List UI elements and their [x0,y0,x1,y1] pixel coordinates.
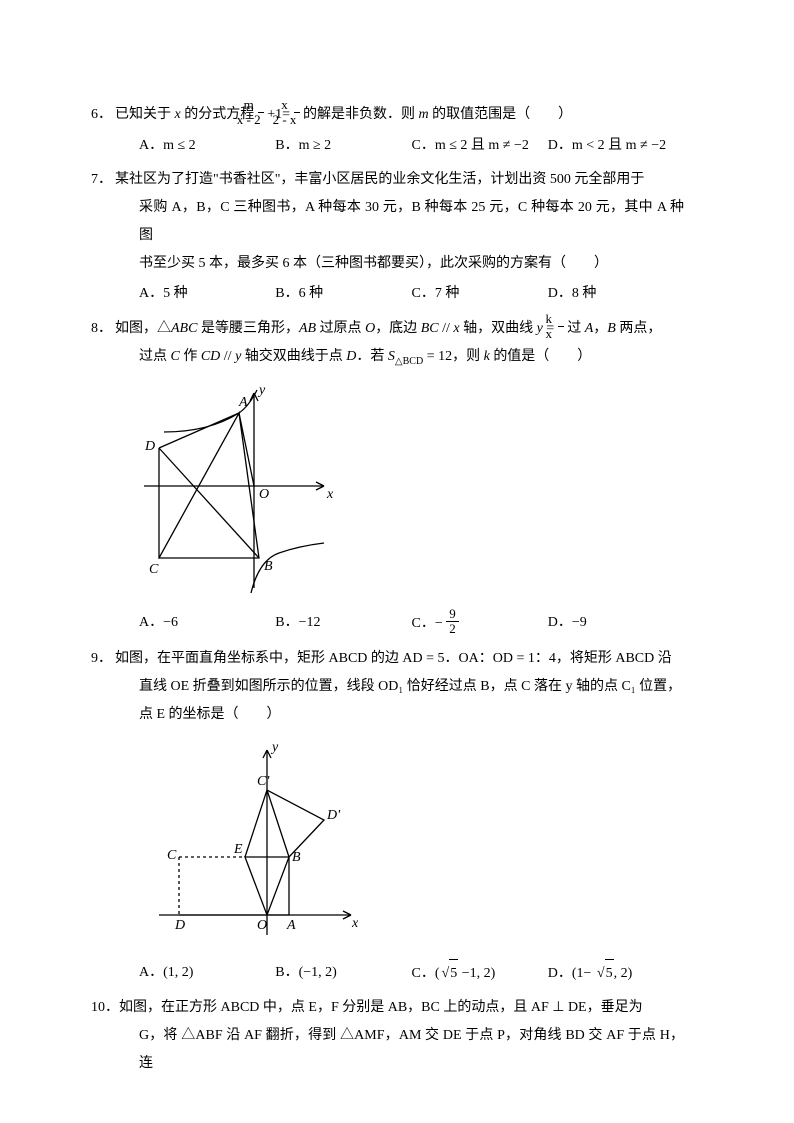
q8-option-b: B．−12 [275,609,411,639]
svg-text:C: C [167,848,177,863]
svg-text:x: x [351,916,359,931]
sqrt-5-icon: 5 [440,959,459,988]
question-7: 7．某社区为了打造"书香社区"，丰富小区居民的业余文化生活，计划出资 500 元… [115,166,684,308]
q9-option-b: B．(−1, 2) [275,959,411,988]
q10-line1: 10．如图，在正方形 ABCD 中，点 E，F 分别是 AB，BC 上的动点，且… [115,994,684,1022]
svg-text:C: C [149,562,159,577]
q8-options: A．−6 B．−12 C．− 92 D．−9 [115,609,684,639]
question-10: 10．如图，在正方形 ABCD 中，点 E，F 分别是 AB，BC 上的动点，且… [115,994,684,1078]
q6-option-d: D．m < 2 且 m ≠ −2 [548,132,684,160]
svg-text:O: O [257,918,267,933]
q9-line1: 9．如图，在平面直角坐标系中，矩形 ABCD 的边 AD = 5．OA：OD =… [115,645,684,673]
question-6: 6．已知关于 x 的分式方程 mx - 2 +1= x2 - x 的解是非负数．… [115,100,684,160]
svg-text:C': C' [257,774,270,789]
svg-text:y: y [270,740,279,755]
q9-option-c: C．(5 −1, 2) [412,959,548,988]
svg-text:D: D [174,918,185,933]
q8-option-d: D．−9 [548,609,684,639]
fraction-9-over-2: 92 [446,607,459,637]
svg-text:y: y [257,383,266,398]
svg-text:A: A [286,918,296,933]
svg-text:O: O [259,487,269,502]
q8-line2: 过点 C 作 CD // y 轴交双曲线于点 D．若 S△BCD = 12，则 … [115,343,684,372]
svg-text:x: x [326,487,334,502]
q7-line2: 采购 A，B，C 三种图书，A 种每本 30 元，B 种每本 25 元，C 种每… [115,194,684,250]
q7-option-b: B．6 种 [275,280,411,308]
q6-options: A．m ≤ 2 B．m ≥ 2 C．m ≤ 2 且 m ≠ −2 D．m < 2… [115,132,684,160]
q8-option-c: C．− 92 [412,609,548,639]
q8-figure: y x O A B C D [115,378,684,603]
svg-text:D: D [144,439,155,454]
q6-option-b: B．m ≥ 2 [275,132,411,160]
question-8: 8．如图，△ABC 是等腰三角形，AB 过原点 O，底边 BC // x 轴，双… [115,314,684,639]
q7-line1: 7．某社区为了打造"书香社区"，丰富小区居民的业余文化生活，计划出资 500 元… [115,166,684,194]
fraction-k-over-x: kx [558,312,564,342]
q9-line2: 直线 OE 折叠到如图所示的位置，线段 OD₁ 恰好经过点 B，点 C 落在 y… [115,673,684,701]
q7-line3: 书至少买 5 本，最多买 6 本（三种图书都要买），此次采购的方案有（ ） [115,250,684,278]
svg-text:E: E [233,842,243,857]
q9-options: A．(1, 2) B．(−1, 2) C．(5 −1, 2) D．(1− 5, … [115,959,684,988]
q6-option-c: C．m ≤ 2 且 m ≠ −2 [412,132,548,160]
svg-text:B: B [264,559,273,574]
q7-option-c: C．7 种 [412,280,548,308]
q9-option-a: A．(1, 2) [139,959,275,988]
q6-option-a: A．m ≤ 2 [139,132,275,160]
q8-option-a: A．−6 [139,609,275,639]
q9-figure: y x O A D B C E C' D' [115,735,684,953]
q7-option-d: D．8 种 [548,280,684,308]
q7-options: A．5 种 B．6 种 C．7 种 D．8 种 [115,280,684,308]
q7-option-a: A．5 种 [139,280,275,308]
svg-text:A: A [238,395,248,410]
question-9: 9．如图，在平面直角坐标系中，矩形 ABCD 的边 AD = 5．OA：OD =… [115,645,684,988]
fraction-m-over-x-minus-2: mx - 2 [258,98,264,128]
q10-line2: G，将 △ABF 沿 AF 翻折，得到 △AMF，AM 交 DE 于点 P，对角… [115,1022,684,1078]
q9-option-d: D．(1− 5, 2) [548,959,684,988]
svg-text:D': D' [326,808,341,823]
sqrt-5-icon-2: 5 [595,959,614,988]
fraction-x-over-2-minus-x: x2 - x [294,98,300,128]
q9-line3: 点 E 的坐标是（ ） [115,701,684,729]
svg-text:B: B [292,850,301,865]
q8-line1: 8．如图，△ABC 是等腰三角形，AB 过原点 O，底边 BC // x 轴，双… [115,314,684,344]
q6-stem: 6．已知关于 x 的分式方程 mx - 2 +1= x2 - x 的解是非负数．… [115,100,684,130]
